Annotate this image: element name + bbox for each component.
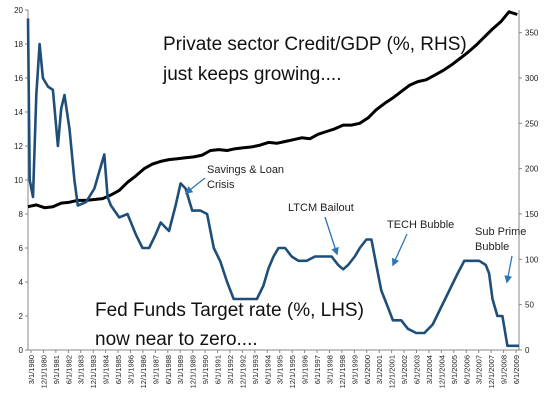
x-tick-label: 12/1/1989 <box>189 355 198 388</box>
x-tick-label: 12/1/1980 <box>39 355 48 388</box>
x-tick-label: 12/1/1983 <box>89 355 98 388</box>
x-tick-label: 9/1/1984 <box>102 355 111 384</box>
x-tick-label: 12/1/1995 <box>288 355 297 388</box>
x-tick-label: 6/1/1982 <box>64 355 73 384</box>
right-axis-ticks: 0 50 100 150 200 250 300 350 <box>519 29 539 355</box>
credit-annotation-line-1: Private sector Credit/GDP (%, RHS) <box>163 34 467 55</box>
ltcm-arrow <box>324 216 339 256</box>
fed-funds-line <box>26 18 519 348</box>
left-tick-label: 6 <box>19 244 24 253</box>
x-tick-label: 6/1/1988 <box>164 355 173 384</box>
x-tick-label: 12/1/1986 <box>139 355 148 388</box>
x-tick-label: 6/1/1985 <box>114 355 123 384</box>
right-tick-label: 300 <box>525 74 539 83</box>
tech-bubble-label: TECH Bubble <box>387 219 454 231</box>
x-tick-label: 6/1/1994 <box>263 355 272 384</box>
x-tick-label: 3/1/1992 <box>226 355 235 384</box>
subprime-arrow <box>504 255 513 284</box>
x-tick-label: 9/1/2005 <box>450 355 459 384</box>
right-tick-label: 150 <box>525 210 539 219</box>
left-tick-label: 0 <box>19 346 24 355</box>
x-tick-label: 9/1/1987 <box>151 355 160 384</box>
x-tick-label: 3/1/1998 <box>325 355 334 384</box>
ltcm-label: LTCM Bailout <box>288 202 354 214</box>
savings-loan-label-2: Crisis <box>207 179 235 191</box>
series-lines <box>26 10 519 348</box>
left-tick-label: 4 <box>19 278 24 287</box>
left-tick-label: 14 <box>14 108 23 117</box>
x-tick-label: 9/1/1981 <box>52 355 61 384</box>
x-tick-label: 3/1/2004 <box>425 355 434 384</box>
x-tick-label: 9/1/2008 <box>500 355 509 384</box>
x-tick-label: 6/1/2003 <box>413 355 422 384</box>
right-tick-label: 250 <box>525 119 539 128</box>
x-tick-label: 12/1/2007 <box>487 355 496 388</box>
x-tick-label: 6/1/1991 <box>214 355 223 384</box>
x-tick-label: 6/1/1997 <box>313 355 322 384</box>
x-tick-label: 3/1/1983 <box>77 355 86 384</box>
right-tick-label: 200 <box>525 165 539 174</box>
left-tick-label: 10 <box>14 176 23 185</box>
sub-prime-label-1: Sub Prime <box>475 226 526 238</box>
x-tick-label: 6/1/2006 <box>462 355 471 384</box>
x-tick-label: 12/1/1992 <box>238 355 247 388</box>
fed-annotation-line-2: now near to zero.... <box>95 329 258 350</box>
x-tick-label: 6/1/2009 <box>512 355 521 384</box>
savings-arrow <box>184 177 206 194</box>
tech-arrow <box>392 233 408 267</box>
right-tick-label: 50 <box>525 301 534 310</box>
savings-loan-label-1: Savings & Loan <box>207 164 284 176</box>
left-tick-label: 20 <box>14 6 23 15</box>
x-tick-label: 3/1/1986 <box>126 355 135 384</box>
x-tick-label: 3/1/2007 <box>475 355 484 384</box>
x-tick-label: 9/1/1999 <box>350 355 359 384</box>
x-tick-label: 3/1/1980 <box>27 355 36 384</box>
sub-prime-label-2: Bubble <box>475 241 509 253</box>
fed-annotation-line-1: Fed Funds Target rate (%, LHS) <box>95 300 364 321</box>
credit-annotation-line-2: just keeps growing.... <box>162 64 341 85</box>
left-tick-label: 16 <box>14 74 23 83</box>
annotation-arrows <box>184 177 513 284</box>
right-tick-label: 350 <box>525 29 539 38</box>
x-tick-label: 3/1/1995 <box>276 355 285 384</box>
left-axis-ticks: 0 2 4 6 8 10 12 14 16 18 20 <box>14 6 28 355</box>
x-tick-label: 6/1/2000 <box>363 355 372 384</box>
left-tick-label: 18 <box>14 40 23 49</box>
x-tick-label: 3/1/1989 <box>176 355 185 384</box>
x-tick-label: 9/1/2002 <box>400 355 409 384</box>
x-tick-label: 12/1/1998 <box>338 355 347 388</box>
x-tick-label: 9/1/1990 <box>201 355 210 384</box>
left-tick-label: 8 <box>19 210 24 219</box>
right-tick-label: 0 <box>525 346 530 355</box>
x-tick-label: 12/1/2004 <box>437 355 446 388</box>
x-tick-label: 3/1/2001 <box>375 355 384 384</box>
x-axis-ticks: 3/1/1980 12/1/1980 9/1/1981 6/1/1982 3/1/198… <box>27 350 521 388</box>
x-tick-label: 9/1/1993 <box>251 355 260 384</box>
x-tick-label: 9/1/1996 <box>301 355 310 384</box>
left-tick-label: 2 <box>19 312 24 321</box>
right-tick-label: 100 <box>525 255 539 264</box>
credit-gdp-line <box>27 10 518 210</box>
x-tick-label: 12/1/2001 <box>388 355 397 388</box>
left-tick-label: 12 <box>14 142 23 151</box>
